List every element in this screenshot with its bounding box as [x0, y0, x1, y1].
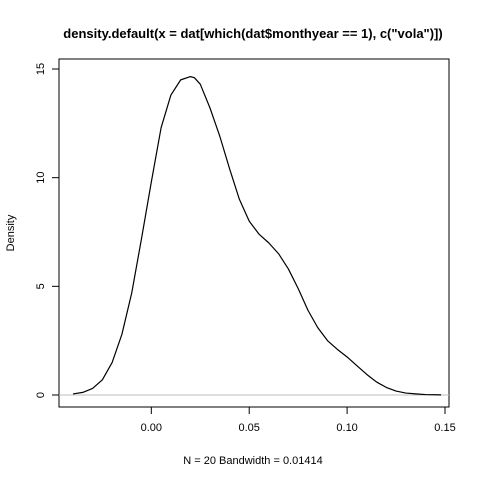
plot-box [58, 58, 450, 408]
y-tick-label: 10 [35, 172, 47, 184]
x-axis-label: N = 20 Bandwidth = 0.01414 [183, 455, 322, 467]
y-tick-label: 0 [35, 392, 47, 398]
marks [59, 76, 449, 396]
y-axis-label: Density [5, 214, 17, 251]
x-tick-label: 0.00 [141, 422, 162, 434]
x-tick-label: 0.05 [238, 422, 259, 434]
density-curve [72, 76, 442, 396]
y-tick-label: 15 [35, 63, 47, 75]
x-tick-label: 0.10 [336, 422, 357, 434]
x-tick-label: 0.15 [434, 422, 455, 434]
axes: 0.00 0.05 0.10 0.15 0 5 10 15 [35, 63, 456, 434]
chart-title: density.default(x = dat[which(dat$monthy… [63, 26, 442, 41]
y-tick-label: 5 [35, 283, 47, 289]
